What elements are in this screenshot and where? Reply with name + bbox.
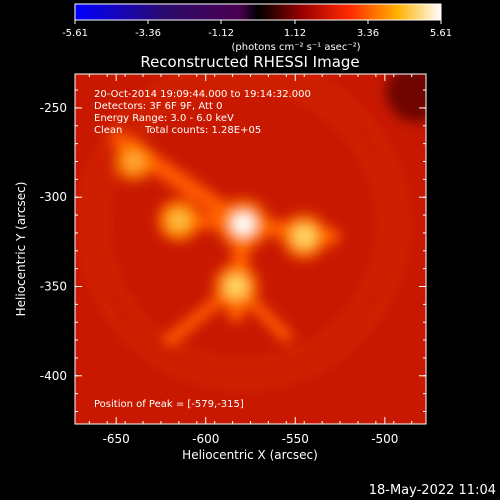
colorbar [74,3,442,21]
emission-source [237,218,250,230]
annotation-method: Clean [94,125,122,136]
y-tick-label: -300 [40,190,67,204]
annotation-detectors: Detectors: 3F 6F 9F, Att 0 [94,101,222,112]
chart-title: Reconstructed RHESSI Image [140,53,359,71]
emission-source [230,281,242,292]
emission-source [129,156,139,167]
x-tick-label: -650 [103,432,130,446]
emission-source [298,231,310,242]
colorbar-ticks [74,20,442,24]
x-tick-label: -500 [371,432,398,446]
x-tick-label: -600 [192,432,219,446]
y-tick-label: -350 [40,280,67,294]
colorbar-tick-label: 1.12 [284,28,306,39]
emission-source [173,215,184,226]
x-axis-label: Heliocentric X (arcsec) [182,448,318,462]
colorbar-tick-label: -3.36 [135,28,161,39]
sidelobe-ring [78,74,409,389]
colorbar-unit-label: (photons cm⁻² s⁻¹ asec⁻²) [231,42,360,53]
footer-timestamp: 18-May-2022 11:04 [369,483,496,498]
dark-region [386,74,426,122]
colorbar-tick-label: -1.12 [208,28,234,39]
x-tick-label: -550 [282,432,309,446]
annotation-time: 20-Oct-2014 19:09:44.000 to 19:14:32.000 [94,89,311,100]
y-axis-label: Heliocentric Y (arcsec) [14,182,28,317]
colorbar-tick-label: 3.36 [357,28,379,39]
annotation-energy: Energy Range: 3.0 - 6.0 keV [94,113,234,124]
colorbar-tick-label: -5.61 [62,28,88,39]
sidelobe-ring [98,79,389,369]
annotation-counts: Total counts: 1.28E+05 [144,125,261,136]
annotation-peak: Position of Peak = [-579,-315] [94,399,244,410]
colorbar-tick-label: 5.61 [430,28,452,39]
y-tick-label: -250 [40,101,67,115]
y-tick-label: -400 [40,369,67,383]
